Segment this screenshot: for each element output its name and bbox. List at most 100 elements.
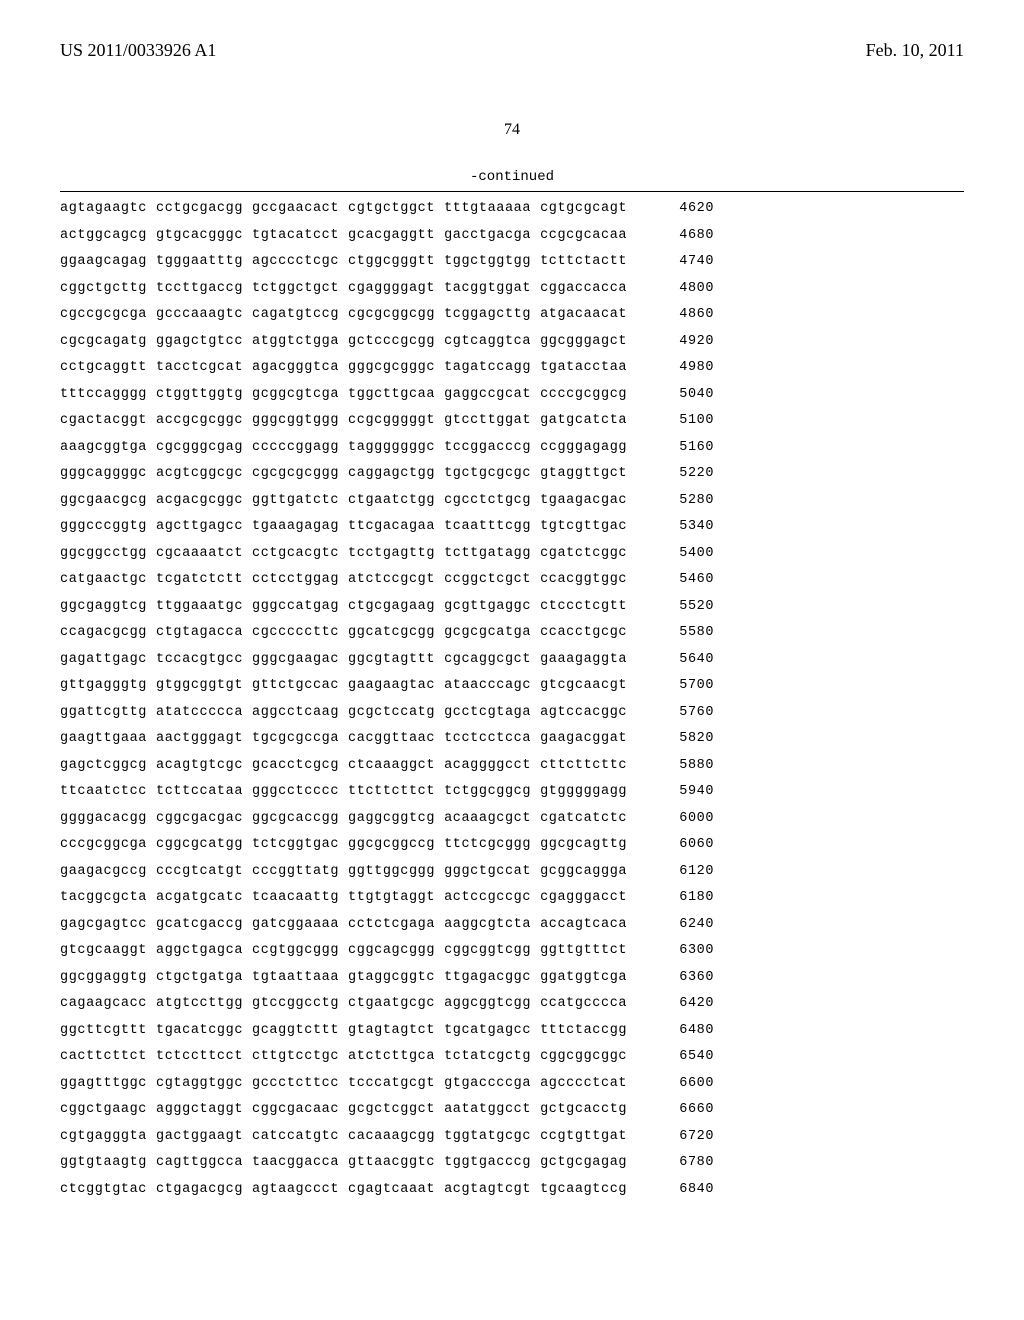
sequence-block: gcgttgaggc bbox=[444, 600, 531, 614]
sequence-block: agggctaggt bbox=[156, 1103, 243, 1117]
sequence-row: gagattgagctccacgtgccgggcgaagacggcgtagttt… bbox=[60, 653, 964, 667]
sequence-block: ccccgcggcg bbox=[540, 388, 627, 402]
sequence-row: gagcgagtccgcatcgaccggatcggaaaacctctcgaga… bbox=[60, 918, 964, 932]
divider-line bbox=[60, 191, 964, 192]
sequence-block: agtaagccct bbox=[252, 1183, 339, 1197]
sequence-block: gttctgccac bbox=[252, 679, 339, 693]
sequence-block: agtagaagtc bbox=[60, 202, 147, 216]
sequence-position: 5700 bbox=[664, 679, 714, 693]
sequence-blocks: cgactacggtaccgcgcggcgggcggtgggccgcgggggt… bbox=[60, 414, 636, 428]
sequence-block: gtcgcaacgt bbox=[540, 679, 627, 693]
continued-label: -continued bbox=[60, 169, 964, 185]
sequence-position: 5460 bbox=[664, 573, 714, 587]
sequence-row: ggggacacggcggcgacgacggcgcaccgggaggcggtcg… bbox=[60, 812, 964, 826]
sequence-block: cagaagcacc bbox=[60, 997, 147, 1011]
sequence-block: tcggagcttg bbox=[444, 308, 531, 322]
sequence-block: ttggaaatgc bbox=[156, 600, 243, 614]
sequence-block: acgtagtcgt bbox=[444, 1183, 531, 1197]
sequence-block: tagatccagg bbox=[444, 361, 531, 375]
sequence-row: cgccgcgcgagcccaaagtccagatgtccgcgcgcggcgg… bbox=[60, 308, 964, 322]
sequence-block: cacaaagcgg bbox=[348, 1130, 435, 1144]
sequence-block: gaaagaggta bbox=[540, 653, 627, 667]
sequence-row: ggcggcctggcgcaaaatctcctgcacgtctcctgagttg… bbox=[60, 547, 964, 561]
sequence-block: ctggcgggtt bbox=[348, 255, 435, 269]
sequence-block: cgaggggagt bbox=[348, 282, 435, 296]
sequence-block: ccgggagagg bbox=[540, 441, 627, 455]
sequence-blocks: gagctcggcgacagtgtcgcgcacctcgcgctcaaaggct… bbox=[60, 759, 636, 773]
sequence-blocks: agtagaagtccctgcgacgggccgaacactcgtgctggct… bbox=[60, 202, 636, 216]
sequence-row: gtcgcaaggtaggctgagcaccgtggcgggcggcagcggg… bbox=[60, 944, 964, 958]
sequence-block: tgcaagtccg bbox=[540, 1183, 627, 1197]
sequence-position: 6420 bbox=[664, 997, 714, 1011]
sequence-block: acgacgcggc bbox=[156, 494, 243, 508]
sequence-block: ggaagcagag bbox=[60, 255, 147, 269]
sequence-block: gggcggtggg bbox=[252, 414, 339, 428]
sequence-block: accgcgcggc bbox=[156, 414, 243, 428]
sequence-block: tacggcgcta bbox=[60, 891, 147, 905]
patent-page: US 2011/0033926 A1 Feb. 10, 2011 74 -con… bbox=[0, 0, 1024, 1320]
sequence-block: cctgcaggtt bbox=[60, 361, 147, 375]
sequence-position: 4620 bbox=[664, 202, 714, 216]
sequence-row: ggcgaggtcgttggaaatgcgggccatgagctgcgagaag… bbox=[60, 600, 964, 614]
sequence-row: ggtgtaagtgcagttggccataacggaccagttaacggtc… bbox=[60, 1156, 964, 1170]
sequence-blocks: gaagttgaaaaactgggagttgcgcgccgacacggttaac… bbox=[60, 732, 636, 746]
sequence-listing: agtagaagtccctgcgacgggccgaacactcgtgctggct… bbox=[60, 202, 964, 1196]
sequence-row: ggcggaggtgctgctgatgatgtaattaaagtaggcggtc… bbox=[60, 971, 964, 985]
sequence-blocks: ttcaatctcctcttccataagggcctccccttcttcttct… bbox=[60, 785, 636, 799]
sequence-block: tcctcctcca bbox=[444, 732, 531, 746]
sequence-block: gttaacggtc bbox=[348, 1156, 435, 1170]
sequence-block: ctcggtgtac bbox=[60, 1183, 147, 1197]
sequence-block: tgtaattaaa bbox=[252, 971, 339, 985]
sequence-block: gcggcaggga bbox=[540, 865, 627, 879]
sequence-block: aaggcgtcta bbox=[444, 918, 531, 932]
sequence-block: agtccacggc bbox=[540, 706, 627, 720]
sequence-position: 5940 bbox=[664, 785, 714, 799]
sequence-position: 6720 bbox=[664, 1130, 714, 1144]
sequence-block: ccatgcccca bbox=[540, 997, 627, 1011]
sequence-row: cctgcaggtttacctcgcatagacgggtcagggcgcgggc… bbox=[60, 361, 964, 375]
sequence-block: ccacctgcgc bbox=[540, 626, 627, 640]
sequence-block: actggcagcg bbox=[60, 229, 147, 243]
sequence-block: cttgtcctgc bbox=[252, 1050, 339, 1064]
sequence-block: acaaagcgct bbox=[444, 812, 531, 826]
sequence-block: acgtcggcgc bbox=[156, 467, 243, 481]
sequence-block: cgagggacct bbox=[540, 891, 627, 905]
sequence-row: gttgagggtggtggcggtgtgttctgccacgaagaagtac… bbox=[60, 679, 964, 693]
sequence-block: tggtatgcgc bbox=[444, 1130, 531, 1144]
sequence-blocks: cctgcaggtttacctcgcatagacgggtcagggcgcgggc… bbox=[60, 361, 636, 375]
sequence-block: gcaggtcttt bbox=[252, 1024, 339, 1038]
sequence-block: gctcccgcgg bbox=[348, 335, 435, 349]
sequence-block: gggctgccat bbox=[444, 865, 531, 879]
sequence-block: gaagttgaaa bbox=[60, 732, 147, 746]
sequence-block: ccgtgttgat bbox=[540, 1130, 627, 1144]
sequence-blocks: gttgagggtggtggcggtgtgttctgccacgaagaagtac… bbox=[60, 679, 636, 693]
sequence-block: gtgcacgggc bbox=[156, 229, 243, 243]
sequence-block: tcaatttcgg bbox=[444, 520, 531, 534]
sequence-block: cccggttatg bbox=[252, 865, 339, 879]
sequence-block: gcgcgcatga bbox=[444, 626, 531, 640]
sequence-block: ccgtggcggg bbox=[252, 944, 339, 958]
sequence-block: gccgaacact bbox=[252, 202, 339, 216]
sequence-block: caggagctgg bbox=[348, 467, 435, 481]
sequence-position: 6540 bbox=[664, 1050, 714, 1064]
sequence-block: ctgaatgcgc bbox=[348, 997, 435, 1011]
sequence-position: 4980 bbox=[664, 361, 714, 375]
sequence-block: gaagaagtac bbox=[348, 679, 435, 693]
sequence-block: ggcatcgcgg bbox=[348, 626, 435, 640]
sequence-block: ggcgcggccg bbox=[348, 838, 435, 852]
sequence-block: cttcttcttc bbox=[540, 759, 627, 773]
sequence-row: cacttcttcttctccttcctcttgtcctgcatctcttgca… bbox=[60, 1050, 964, 1064]
sequence-block: ggttgatctc bbox=[252, 494, 339, 508]
sequence-block: gtgggggagg bbox=[540, 785, 627, 799]
sequence-block: gtccggcctg bbox=[252, 997, 339, 1011]
sequence-block: ttgagacggc bbox=[444, 971, 531, 985]
sequence-block: tagggggggc bbox=[348, 441, 435, 455]
sequence-block: ggagtttggc bbox=[60, 1077, 147, 1091]
sequence-block: cggcgacaac bbox=[252, 1103, 339, 1117]
sequence-block: ccgcgggggt bbox=[348, 414, 435, 428]
sequence-block: aggcggtcgg bbox=[444, 997, 531, 1011]
sequence-block: ggcggcctgg bbox=[60, 547, 147, 561]
sequence-block: gggcgaagac bbox=[252, 653, 339, 667]
sequence-blocks: actggcagcggtgcacgggctgtacatcctgcacgaggtt… bbox=[60, 229, 636, 243]
sequence-block: tccacgtgcc bbox=[156, 653, 243, 667]
